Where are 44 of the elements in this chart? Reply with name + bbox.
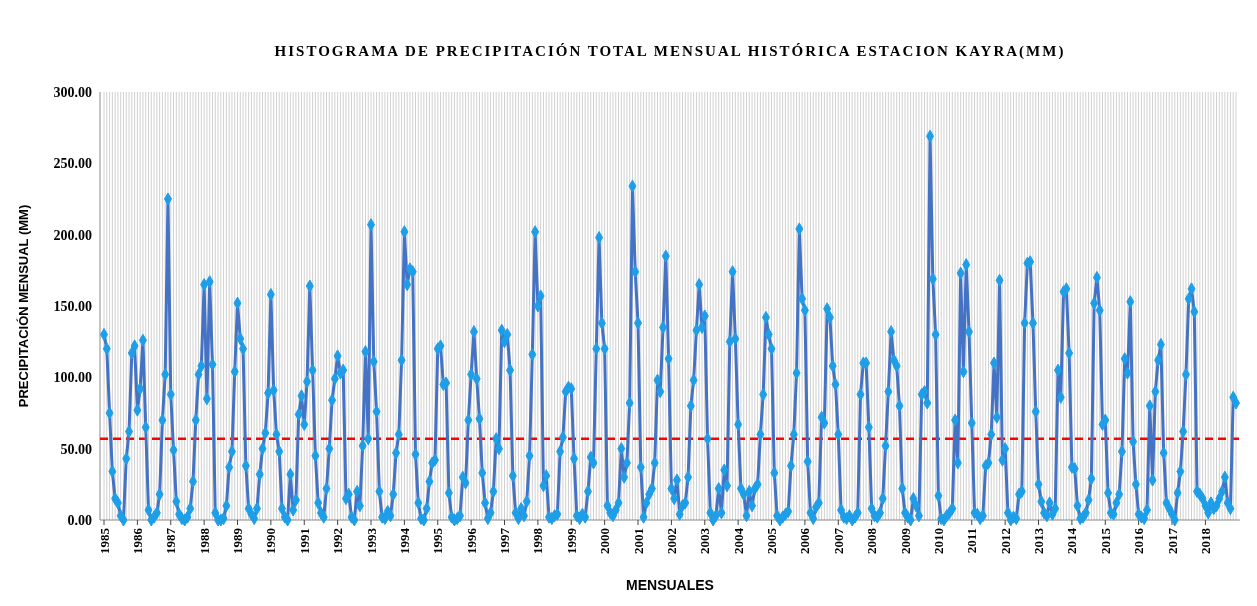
x-tick-label: 2014 bbox=[1064, 527, 1080, 554]
x-tick-label: 2000 bbox=[597, 528, 613, 554]
x-tick-label: 2015 bbox=[1097, 527, 1113, 554]
y-tick-label: 300.00 bbox=[53, 84, 92, 100]
x-tick-label: 2013 bbox=[1031, 527, 1047, 554]
x-tick-label: 1999 bbox=[563, 527, 579, 554]
x-tick-label: 1995 bbox=[430, 527, 446, 554]
x-tick-label: 1992 bbox=[330, 528, 346, 554]
chart-title: HISTOGRAMA DE PRECIPITACIÓN TOTAL MENSUAL HISTÓRICA ESTACION KAYRA(MM) bbox=[274, 43, 1066, 60]
x-tick-label: 1991 bbox=[296, 528, 312, 554]
y-tick-label: 0.00 bbox=[67, 512, 92, 528]
x-tick-label: 1993 bbox=[363, 527, 379, 554]
x-tick-label: 1990 bbox=[263, 528, 279, 554]
x-tick-label: 1986 bbox=[129, 527, 145, 554]
y-tick-label: 150.00 bbox=[53, 298, 92, 314]
x-tick-label: 2006 bbox=[797, 527, 813, 554]
x-tick-label: 2018 bbox=[1197, 527, 1213, 554]
x-tick-label: 2001 bbox=[630, 528, 646, 554]
x-tick-label: 2005 bbox=[764, 527, 780, 554]
x-tick-label: 2007 bbox=[830, 527, 846, 554]
x-tick-label: 2004 bbox=[730, 527, 746, 554]
y-tick-label: 200.00 bbox=[53, 227, 92, 243]
x-tick-label: 2003 bbox=[697, 527, 713, 554]
x-axis-title: MENSUALES bbox=[626, 577, 714, 593]
x-tick-label: 1987 bbox=[163, 527, 179, 554]
x-tick-label: 2010 bbox=[930, 528, 946, 554]
y-tick-label: 250.00 bbox=[53, 156, 92, 172]
x-tick-label: 2008 bbox=[864, 527, 880, 554]
x-tick-label: 1994 bbox=[396, 527, 412, 554]
x-tick-label: 2012 bbox=[997, 528, 1013, 554]
x-tick-label: 2002 bbox=[663, 528, 679, 554]
x-tick-label: 2017 bbox=[1164, 527, 1180, 554]
x-tick-label: 1985 bbox=[96, 527, 112, 554]
x-tick-label: 1989 bbox=[230, 527, 246, 554]
x-tick-label: 1996 bbox=[463, 527, 479, 554]
x-tick-label: 2011 bbox=[964, 528, 980, 554]
y-axis-title: PRECIPITACIÓN MENSUAL (MM) bbox=[16, 204, 31, 408]
x-tick-label: 2009 bbox=[897, 527, 913, 554]
x-tick-label: 1988 bbox=[196, 527, 212, 554]
y-tick-label: 50.00 bbox=[60, 441, 92, 457]
x-tick-label: 1997 bbox=[497, 527, 513, 554]
x-tick-label: 2016 bbox=[1131, 527, 1147, 554]
y-tick-label: 100.00 bbox=[53, 370, 92, 386]
x-tick-label: 1998 bbox=[530, 527, 546, 554]
